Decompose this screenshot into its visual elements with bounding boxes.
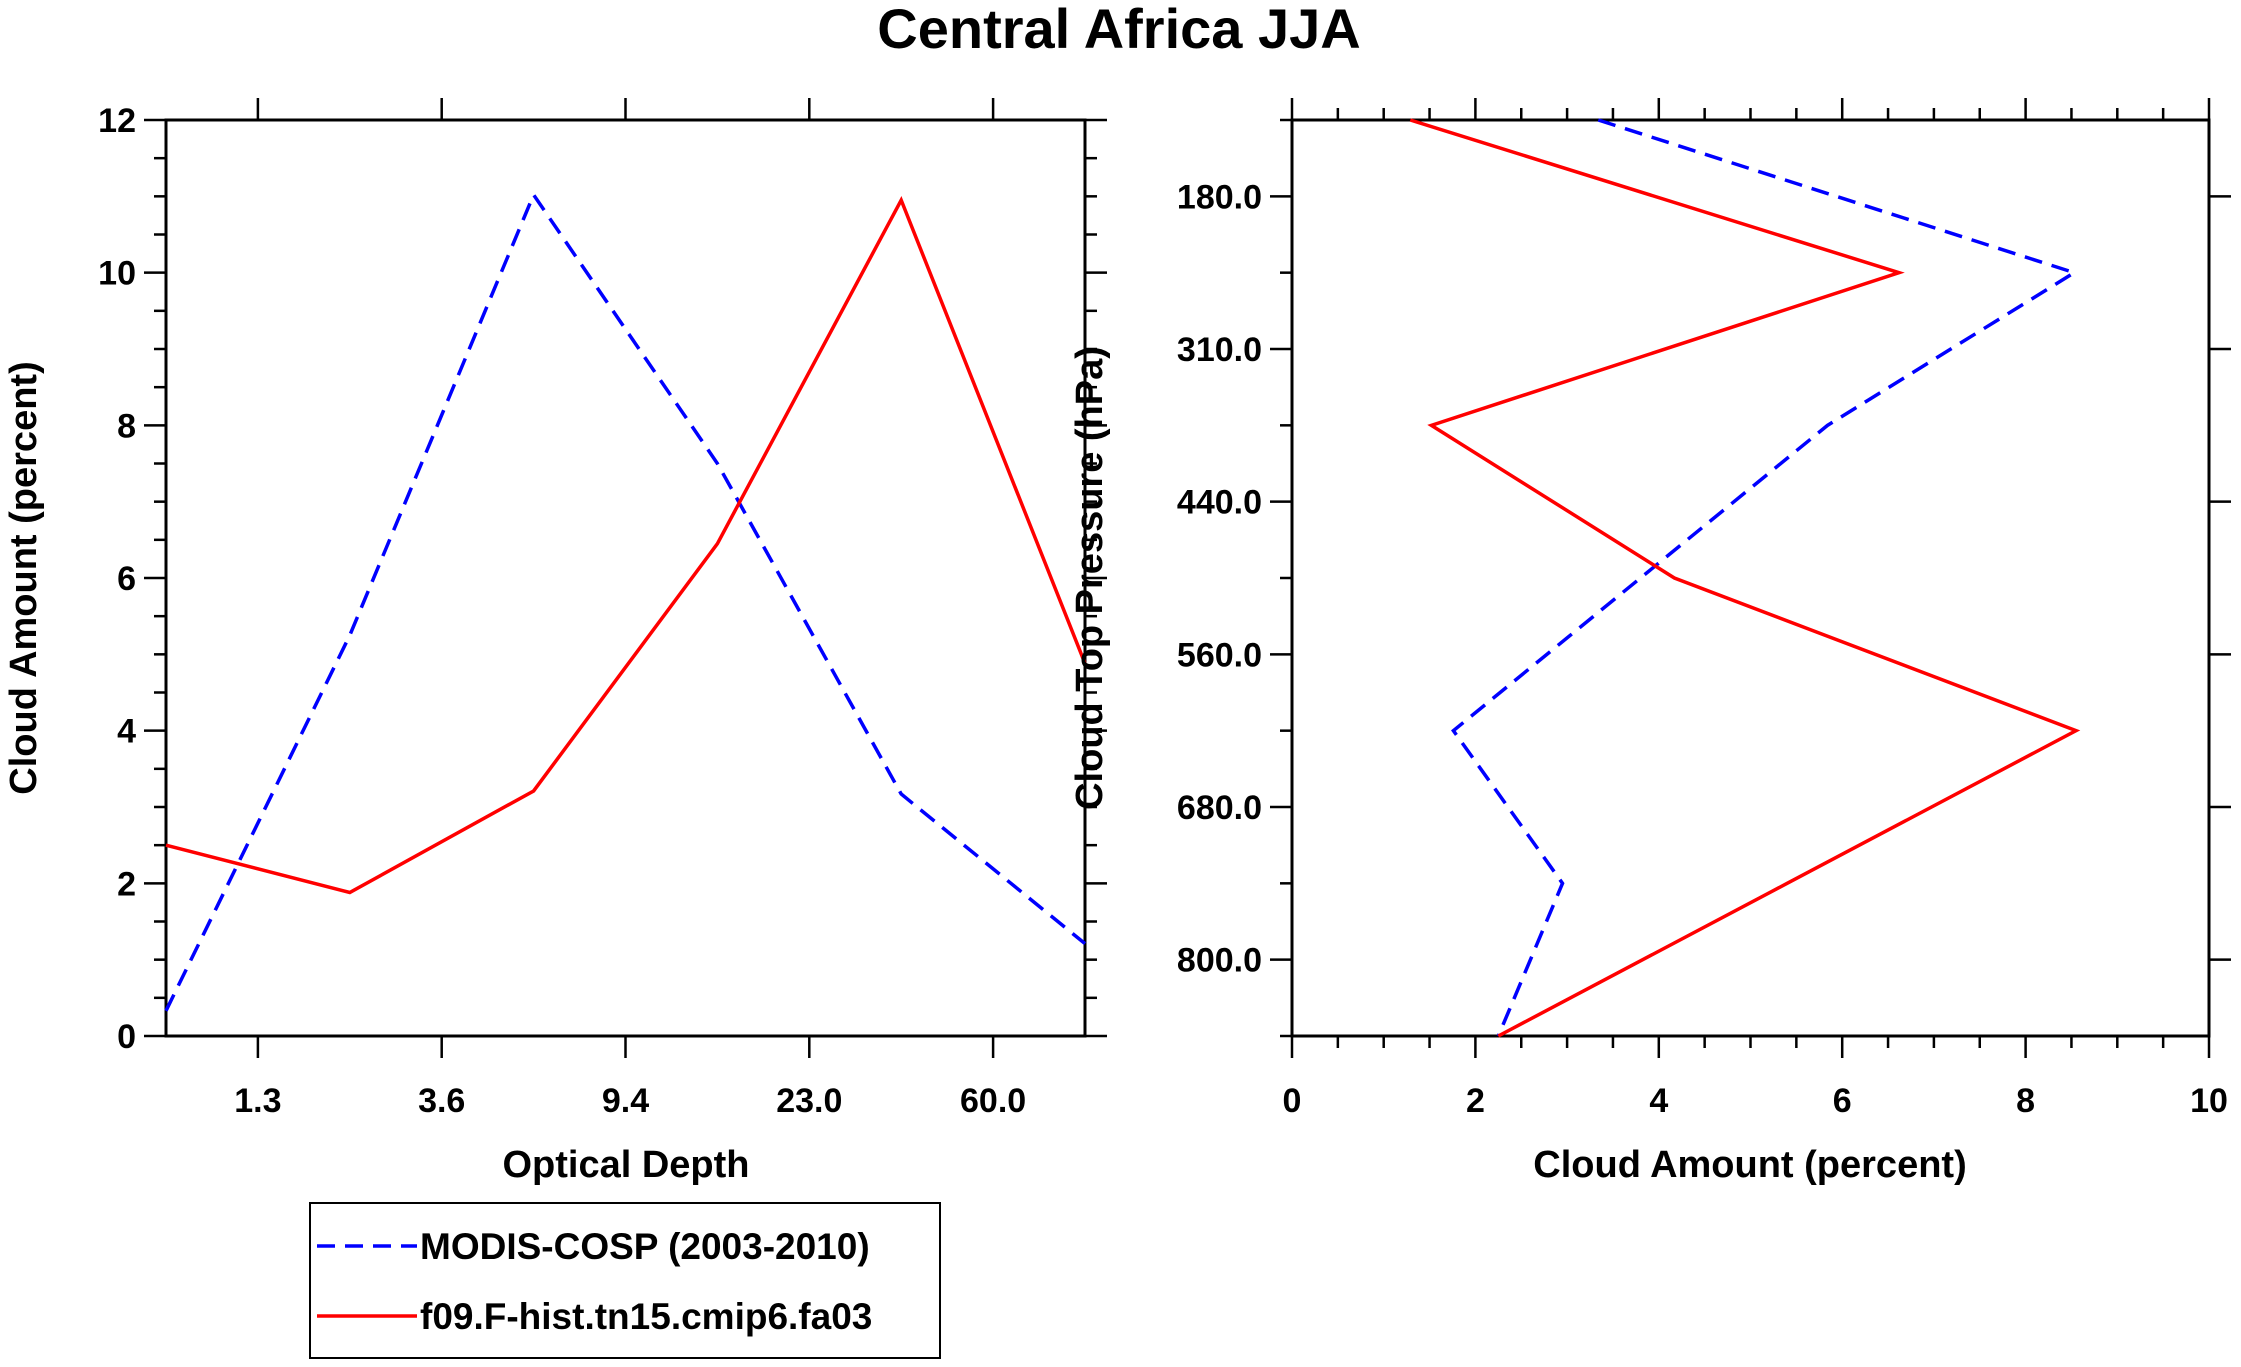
y-tick-label: 560.0 — [1177, 636, 1262, 674]
x-tick-label: 4 — [1649, 1082, 1668, 1120]
left-y-axis-title: Cloud Amount (percent) — [3, 361, 45, 794]
series-line-model — [1409, 118, 2081, 1038]
chart-title: Central Africa JJA — [877, 0, 1360, 60]
y-tick-label: 10 — [98, 255, 136, 293]
series-line-modis — [1451, 118, 2079, 1037]
x-tick-label: 10 — [2190, 1082, 2228, 1120]
x-tick-label: 9.4 — [602, 1082, 649, 1120]
left-panel: 0 2 4 6 8 10 12 1.3 3.6 9.4 23.0 60.0 — [98, 98, 1107, 1120]
y-tick-label: 440.0 — [1177, 484, 1262, 522]
x-tick-label: 60.0 — [960, 1082, 1026, 1120]
x-tick-label: 2 — [1466, 1082, 1485, 1120]
y-tick-label: 4 — [117, 713, 136, 751]
legend-box — [309, 1202, 941, 1359]
right-panel: 0 2 4 6 8 10 180.0 310.0 440.0 560.0 680.0 800.0 — [1177, 98, 2231, 1120]
y-tick-label: 12 — [98, 102, 136, 140]
x-tick-label: 3.6 — [418, 1082, 465, 1120]
y-tick-label: 310.0 — [1177, 331, 1262, 369]
y-tick-label: 680.0 — [1177, 789, 1262, 827]
x-tick-label: 23.0 — [776, 1082, 842, 1120]
legend-label-modis: MODIS-COSP (2003-2010) — [420, 1226, 870, 1267]
y-tick-label: 0 — [117, 1018, 136, 1056]
right-y-axis-title: Cloud Top Pressure (hPa) — [1069, 346, 1111, 810]
x-tick-label: 6 — [1833, 1082, 1852, 1120]
y-tick-label: 8 — [117, 407, 136, 445]
right-x-axis-title: Cloud Amount (percent) — [1533, 1144, 1966, 1186]
legend: MODIS-COSP (2003-2010) f09.F-hist.tn15.c… — [309, 1202, 941, 1359]
y-tick-label: 800.0 — [1177, 942, 1262, 980]
x-tick-label: 1.3 — [234, 1082, 281, 1120]
left-x-axis-title: Optical Depth — [502, 1144, 749, 1186]
y-tick-label: 2 — [117, 865, 136, 903]
series-line-model — [165, 195, 1087, 895]
plot-frame — [164, 118, 1087, 1038]
y-tick-label: 180.0 — [1177, 178, 1262, 216]
x-tick-label: 0 — [1283, 1082, 1302, 1120]
legend-label-model: f09.F-hist.tn15.cmip6.fa03 — [420, 1296, 872, 1337]
x-tick-label: 8 — [2016, 1082, 2035, 1120]
series-line-modis — [164, 191, 1087, 1012]
y-tick-label: 6 — [117, 560, 136, 598]
plot-frame — [1290, 118, 2211, 1038]
